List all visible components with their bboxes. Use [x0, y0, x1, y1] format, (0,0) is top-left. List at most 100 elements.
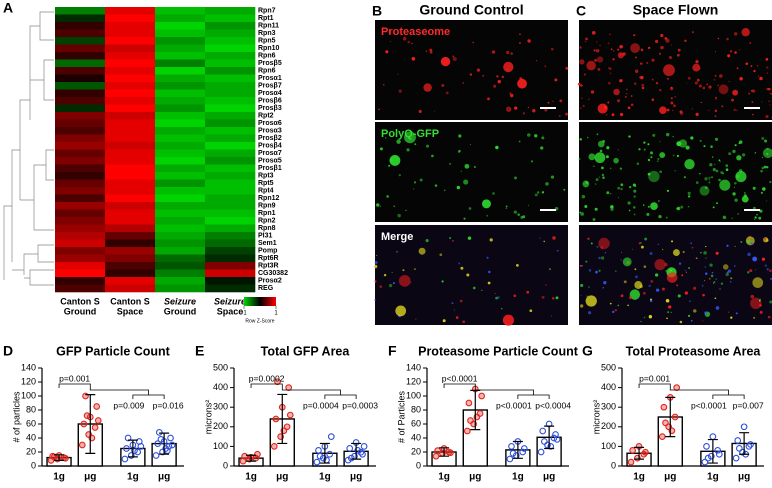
speck	[539, 237, 541, 239]
speck	[659, 106, 667, 115]
speck	[418, 109, 422, 113]
speck	[429, 48, 433, 52]
speck	[648, 170, 660, 183]
error-bar	[439, 447, 450, 457]
row-label: Rpn9	[258, 203, 276, 210]
speck	[577, 82, 581, 86]
speck	[734, 51, 737, 54]
data-point	[550, 434, 558, 442]
row-label: Rpt4	[258, 188, 274, 195]
speck	[558, 114, 561, 117]
speck	[734, 181, 737, 185]
speck	[600, 246, 604, 249]
speck	[679, 110, 683, 114]
data-point	[154, 440, 162, 447]
panel-letter: G	[582, 343, 593, 359]
heatmap-cell	[55, 127, 106, 135]
heatmap-cell	[155, 179, 206, 188]
heatmap-cell	[55, 262, 106, 270]
heatmap-cell	[205, 217, 256, 225]
speck	[715, 169, 719, 173]
speck	[756, 65, 759, 67]
speck	[397, 213, 401, 218]
speck	[715, 98, 717, 100]
panel-letter: D	[3, 343, 13, 359]
speck	[488, 270, 491, 274]
speck	[425, 50, 428, 52]
speck	[665, 216, 668, 219]
y-tick-label: 0	[611, 460, 616, 470]
y-tick-label: 400	[213, 382, 228, 392]
speck	[753, 316, 755, 319]
speck	[584, 73, 586, 76]
error-bar	[319, 442, 330, 464]
y-tick-label: 100	[213, 441, 228, 451]
speck	[544, 65, 547, 68]
data-point	[78, 441, 86, 449]
speck	[729, 281, 732, 283]
data-point	[660, 403, 668, 411]
speck	[671, 240, 673, 243]
speck	[725, 164, 729, 167]
data-point	[286, 411, 294, 419]
speck	[415, 318, 417, 320]
speck	[527, 39, 531, 43]
speck	[632, 183, 636, 187]
speck	[695, 60, 699, 64]
speck	[736, 155, 742, 161]
speck	[451, 302, 454, 305]
speck	[622, 261, 625, 263]
heatmap-cell	[55, 157, 106, 165]
speck	[666, 108, 670, 112]
speck	[647, 205, 650, 208]
heatmap-cell	[155, 127, 206, 135]
heatmap-cell	[105, 172, 156, 180]
heatmap-cell	[55, 119, 106, 128]
speck	[752, 256, 758, 262]
x-tick-label: μg	[276, 472, 288, 483]
speck	[612, 310, 615, 314]
heatmap-cell	[105, 29, 156, 38]
p-value: p=0.001	[639, 373, 670, 383]
speck	[750, 242, 753, 245]
speck	[640, 75, 644, 80]
x-tick-label: 1g	[512, 472, 524, 483]
image-row-label: Merge	[381, 231, 413, 243]
speck	[747, 92, 751, 95]
speck	[713, 281, 716, 284]
speck	[761, 137, 765, 140]
heatmap-cell	[55, 224, 106, 233]
speck	[655, 39, 659, 44]
speck	[655, 81, 659, 85]
speck	[506, 106, 512, 112]
heatmap-cell	[155, 142, 206, 150]
speck	[563, 188, 566, 191]
heatmap-cell	[155, 187, 206, 195]
heatmap-cell	[55, 59, 106, 68]
bracket	[250, 383, 283, 388]
speck	[456, 185, 461, 190]
speck	[674, 96, 676, 98]
heatmap-cell	[105, 254, 156, 263]
speck	[597, 103, 608, 114]
speck	[376, 255, 378, 257]
data-point	[506, 455, 514, 463]
heatmap-cell	[205, 157, 256, 165]
speck	[641, 86, 645, 90]
speck	[666, 317, 668, 320]
speck	[426, 144, 430, 148]
speck	[692, 63, 701, 72]
speck	[659, 140, 661, 142]
speck	[766, 165, 769, 169]
speck	[505, 207, 508, 209]
heatmap-cell	[155, 254, 206, 263]
speck	[389, 155, 401, 166]
speck	[684, 158, 695, 170]
heatmap-cell	[155, 89, 206, 98]
image-column-title: Ground Control	[419, 2, 523, 18]
speck	[759, 76, 763, 81]
speck	[695, 181, 699, 184]
speck	[660, 45, 664, 50]
speck	[462, 320, 466, 324]
